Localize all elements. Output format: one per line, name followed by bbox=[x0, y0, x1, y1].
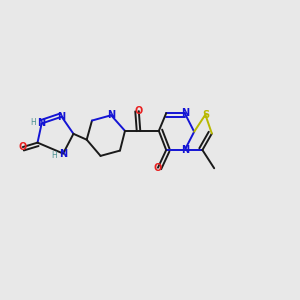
Text: N: N bbox=[58, 112, 66, 122]
Text: N: N bbox=[181, 145, 189, 155]
Text: S: S bbox=[202, 110, 209, 120]
Text: O: O bbox=[19, 142, 27, 152]
Text: O: O bbox=[135, 106, 143, 116]
Text: H: H bbox=[30, 118, 36, 127]
Text: N: N bbox=[107, 110, 115, 120]
Text: N: N bbox=[38, 118, 46, 128]
Text: N: N bbox=[59, 148, 67, 158]
Text: H: H bbox=[51, 151, 57, 160]
Text: O: O bbox=[154, 163, 162, 173]
Text: N: N bbox=[181, 108, 189, 118]
